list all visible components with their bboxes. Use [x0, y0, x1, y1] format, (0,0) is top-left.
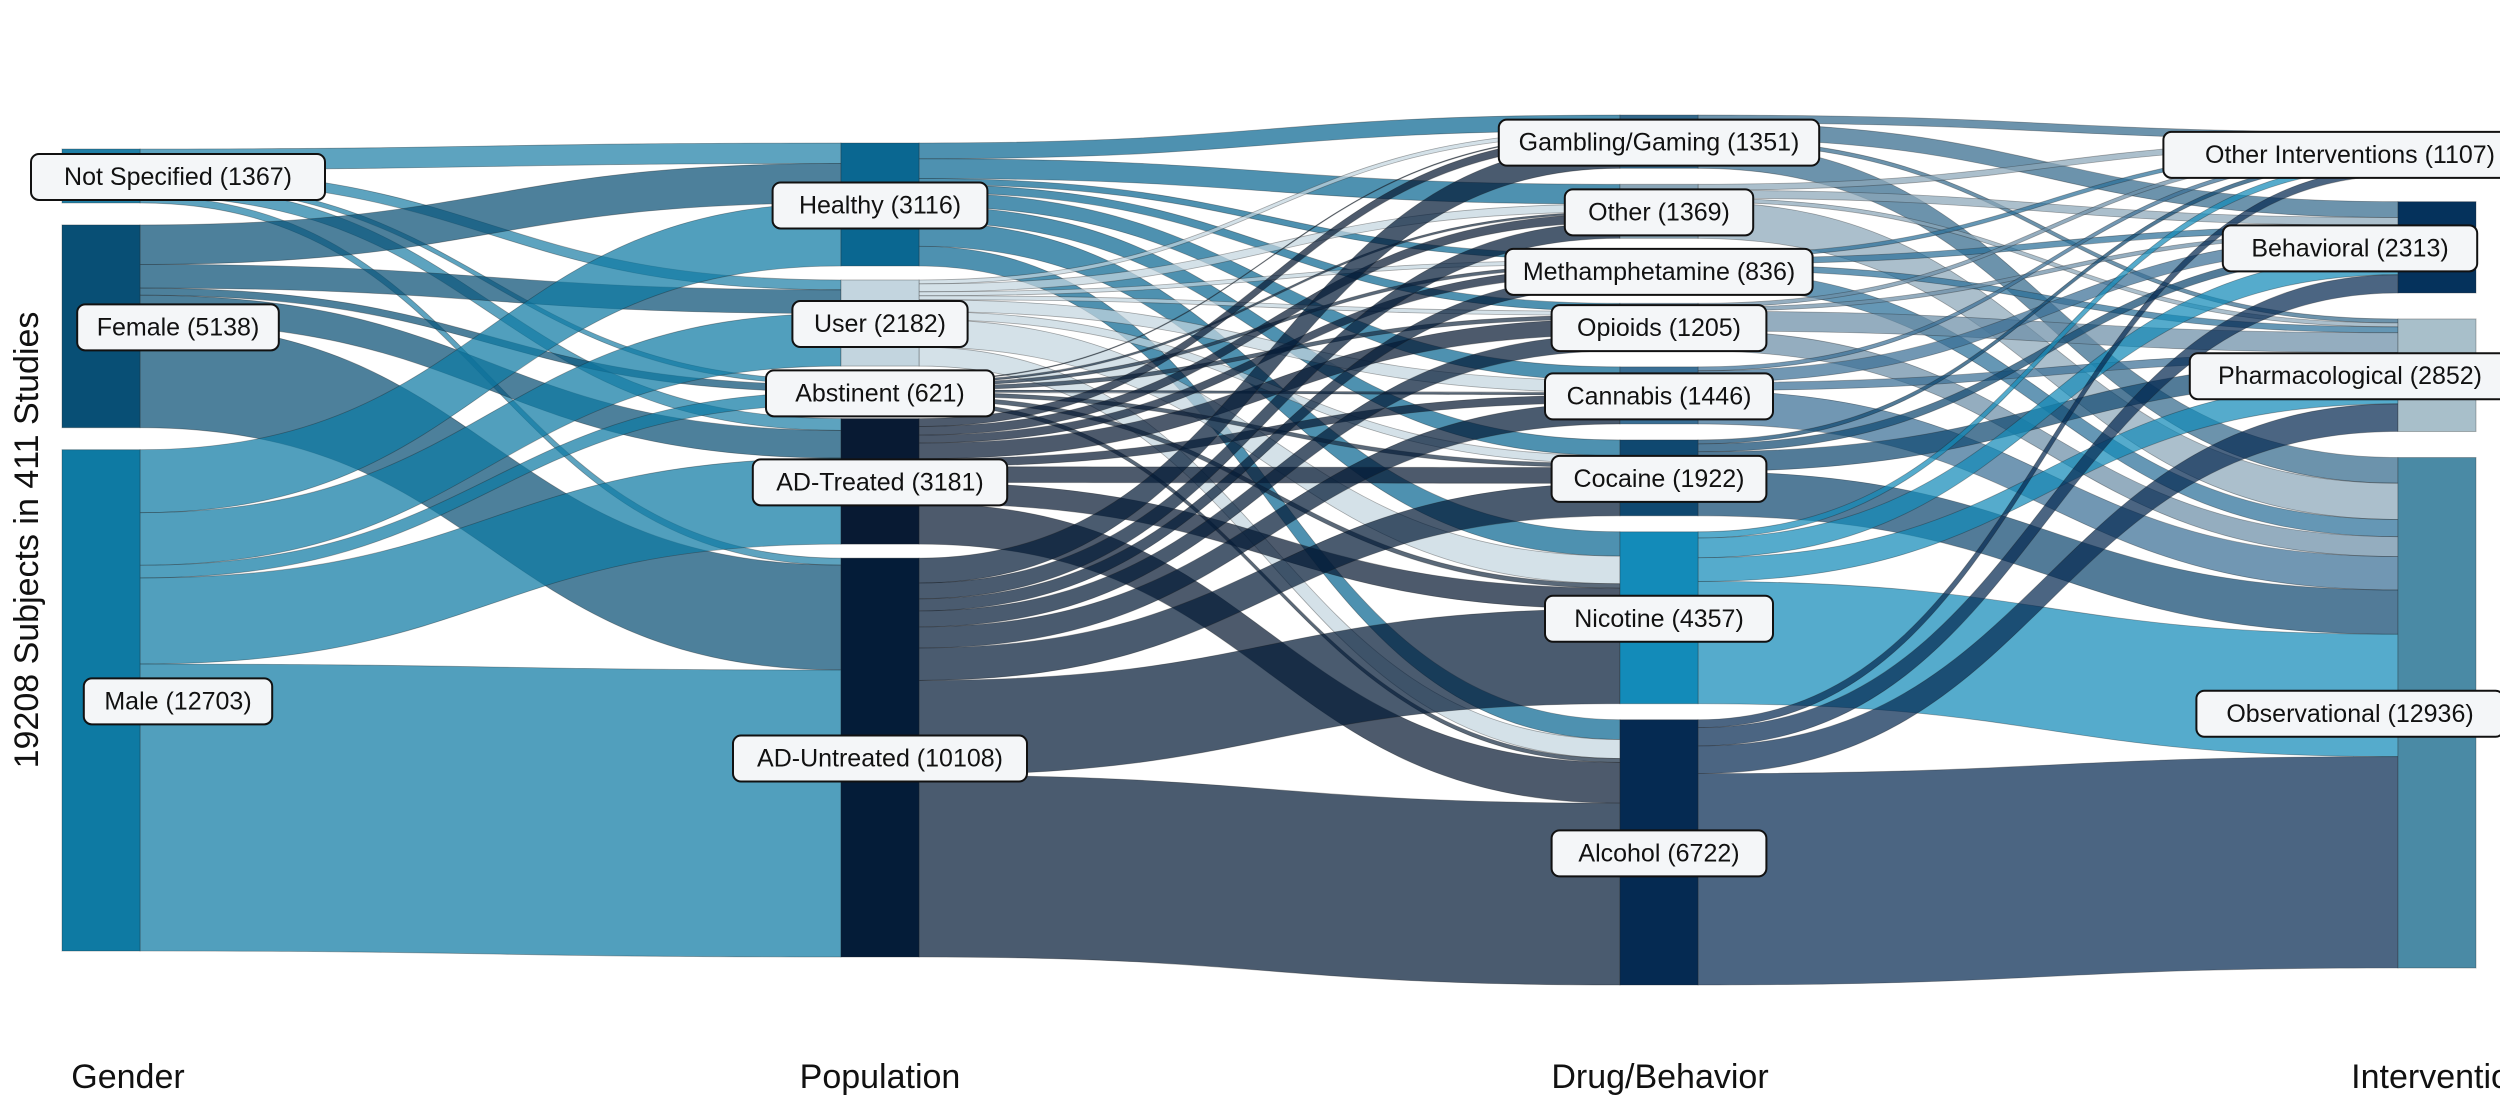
node-label-ad-treated: AD-Treated (3181) [751, 458, 1009, 507]
node-label-male: Male (12703) [82, 677, 274, 726]
node-label-box [30, 152, 326, 201]
node-label-ad-untreated: AD-Untreated (10108) [732, 734, 1028, 783]
node-label-cannabis: Cannabis (1446) [1544, 372, 1774, 421]
node-label-other: Other (1369) [1563, 188, 1755, 237]
node-label-box [2221, 224, 2479, 273]
node-label-box [1550, 454, 1768, 503]
node-label-box [1544, 372, 1774, 421]
node-label-not-specified: Not Specified (1367) [30, 152, 326, 201]
node-label-box [2195, 689, 2500, 738]
link-ad-untreated-to-other [918, 222, 1621, 600]
node-label-opioids: Opioids (1205) [1550, 304, 1768, 353]
node-label-box [1550, 304, 1768, 353]
node-label-box [82, 677, 274, 726]
node-label-nicotine: Nicotine (4357) [1544, 594, 1774, 643]
node-label-cocaine: Cocaine (1922) [1550, 454, 1768, 503]
link-male-to-ad-treated [139, 457, 842, 665]
node-label-pharmacological: Pharmacological (2852) [2188, 352, 2500, 401]
node-label-abstinent: Abstinent (621) [765, 369, 995, 418]
node-label-text: Observational (12936) [2226, 700, 2473, 728]
node-label-other-interventions: Other Interventions (1107) [2162, 130, 2500, 179]
node-label-methamphetamine: Methamphetamine (836) [1504, 247, 1814, 296]
link-male-to-healthy [139, 202, 842, 514]
node-label-text: Cocaine (1922) [1574, 465, 1745, 493]
titles-layer: Gender Population Drug/Behavior Interventio… [71, 1058, 2500, 1096]
link-alcohol-to-behavioral [1697, 274, 2399, 747]
column-title-intervention: Intervention [2351, 1058, 2500, 1096]
node-label-text: Abstinent (621) [795, 379, 965, 407]
node-label-alcohol: Alcohol (6722) [1550, 829, 1768, 878]
node-label-box [732, 734, 1028, 783]
node-label-box [765, 369, 995, 418]
node-label-observational: Observational (12936) [2195, 689, 2500, 738]
node-label-box [1497, 118, 1821, 167]
node-label-text: Gambling/Gaming (1351) [1519, 129, 1800, 157]
node-label-box [2162, 130, 2500, 179]
link-alcohol-to-observational [1697, 756, 2399, 986]
node-label-behavioral: Behavioral (2313) [2221, 224, 2479, 273]
node-label-box [76, 303, 280, 352]
node-label-box [1563, 188, 1755, 237]
node-label-box [751, 458, 1009, 507]
node-label-text: Healthy (3116) [799, 191, 961, 219]
node-label-gambling-gaming: Gambling/Gaming (1351) [1497, 118, 1821, 167]
node-label-box [771, 181, 989, 230]
node-label-box [1504, 247, 1814, 296]
column-title-drug-behavior: Drug/Behavior [1551, 1058, 1768, 1096]
node-label-text: Cannabis (1446) [1567, 382, 1752, 410]
node-label-text: Nicotine (4357) [1574, 605, 1744, 633]
labels-layer: Not Specified (1367) Female (5138) Male (1… [30, 118, 2500, 878]
node-label-text: User (2182) [814, 310, 946, 338]
node-label-box [2188, 352, 2500, 401]
node-label-user: User (2182) [791, 300, 969, 349]
node-label-text: Female (5138) [97, 313, 260, 341]
node-label-text: Male (12703) [104, 687, 251, 715]
node-label-healthy: Healthy (3116) [771, 181, 989, 230]
node-label-text: Behavioral (2313) [2251, 234, 2448, 262]
node-label-text: Pharmacological (2852) [2218, 362, 2482, 390]
link-ad-untreated-to-alcohol [918, 774, 1621, 986]
node-label-text: Other Interventions (1107) [2205, 141, 2495, 169]
node-label-box [1544, 594, 1774, 643]
node-label-box [791, 300, 969, 349]
node-label-text: Other (1369) [1588, 198, 1730, 226]
link-ad-untreated-to-nicotine [918, 608, 1621, 776]
link-male-to-user [139, 313, 842, 566]
node-label-text: Alcohol (6722) [1578, 839, 1739, 867]
column-title-population: Population [800, 1058, 961, 1096]
column-title-gender: Gender [71, 1058, 184, 1096]
node-label-text: Methamphetamine (836) [1523, 258, 1795, 286]
y-axis-label: 19208 Subjects in 411 Studies [8, 312, 46, 769]
node-label-box [1550, 829, 1768, 878]
links-layer [139, 114, 2399, 986]
node-label-text: AD-Untreated (10108) [757, 745, 1003, 773]
node-label-female: Female (5138) [76, 303, 280, 352]
node-label-text: Opioids (1205) [1577, 314, 1741, 342]
node-label-text: Not Specified (1367) [64, 163, 292, 191]
node-label-text: AD-Treated (3181) [776, 468, 984, 496]
